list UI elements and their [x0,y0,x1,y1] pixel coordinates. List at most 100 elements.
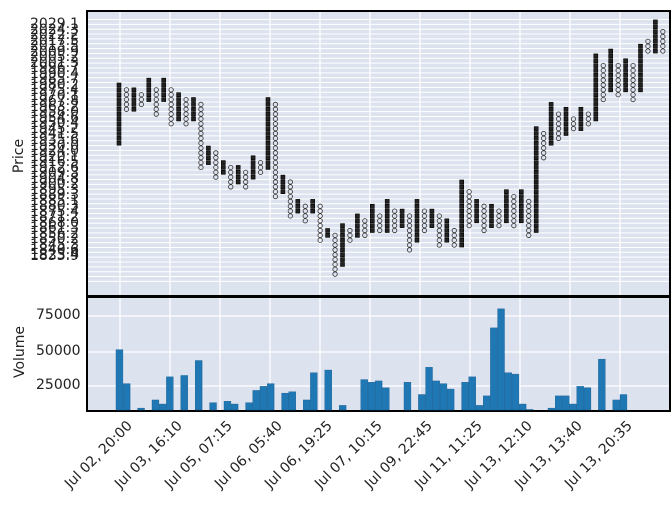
volume-bar [519,403,527,411]
volume-bar [310,372,318,411]
o-column [541,130,547,161]
price-tick-label: 1840.6 [30,242,79,259]
volume-bar [375,380,383,411]
x-column [504,189,509,224]
price-tick-label: 2009.9 [30,43,79,60]
o-column [153,87,159,117]
x-column [518,189,524,224]
o-column [362,218,368,238]
x-column [623,58,628,93]
o-column [317,203,323,243]
volume-bar [504,372,512,411]
o-column [213,150,219,180]
price-tick-label: 1941.5 [30,126,79,143]
volume-bar [461,382,469,411]
o-column [243,169,249,190]
o-column [555,111,562,141]
x-column [548,102,554,146]
volume-bar [425,367,433,411]
o-column [421,208,428,234]
o-column [377,213,383,234]
volume-bar [497,308,505,411]
o-column [392,208,398,234]
o-column [228,164,234,190]
price-tick-label: 2029.1 [30,16,79,32]
volume-bar [209,402,217,411]
x-column [563,106,569,136]
x-column [638,43,643,93]
o-column [451,227,457,248]
x-column [340,223,345,267]
x-column [444,218,450,243]
volume-bar [267,383,275,411]
volume-bar [490,327,498,411]
x-column [608,48,614,93]
x-column [325,228,330,238]
price-tick-label: 1963.2 [30,98,79,115]
x-column [131,87,137,112]
volume-bar [418,394,426,411]
o-column [272,101,279,200]
price-tick-label: 2001.3 [30,54,79,71]
volume-bar [598,358,606,411]
o-column [615,62,621,98]
o-column [660,29,666,54]
price-tick-label: 1868.0 [30,214,79,231]
price-tick-label: 1850.2 [30,231,79,248]
price-tick-label: 1875.4 [30,203,79,220]
volume-bar [612,399,620,411]
x-column [414,199,420,243]
price-tick-label: 1880.3 [30,198,79,215]
price-tick-label: 1924.0 [30,143,79,160]
volume-bar [439,383,448,411]
o-column [138,92,144,108]
volume-tick-label: 25000 [36,377,81,393]
o-column [332,232,338,277]
x-column [116,82,122,146]
volume-bar [223,401,232,411]
volume-bar [245,402,253,411]
price-tick-label: 1900.2 [30,176,79,193]
price-tick-label: 1885.1 [30,192,79,209]
volume-bar [547,407,556,411]
volume-bar [303,399,311,411]
price-tick-label: 1985.7 [30,71,79,88]
o-column [287,179,293,219]
price-tick-label: 1861.3 [30,220,79,237]
x-column [206,145,211,165]
o-column [466,189,472,229]
x-column [235,165,241,185]
price-tick-label: 1958.0 [30,104,79,121]
price-tick-label: 1996.7 [30,60,79,77]
o-column [436,213,442,248]
volume-bar [562,395,570,411]
o-column [198,101,204,171]
price-tick-label: 1895.3 [30,181,79,198]
x-column [280,174,286,194]
volume-axis-label: Volume [12,325,29,379]
x-column [489,203,494,228]
price-tick-label: 1845.3 [30,236,79,253]
o-column [645,38,651,54]
x-column [310,199,316,214]
price-tick-label: 1954.6 [30,109,79,126]
volume-bar [252,390,260,411]
o-column [585,111,591,127]
price-tick-label: 1833.9 [30,248,79,264]
o-column [600,62,606,103]
price-tick-label: 1909.3 [30,165,79,182]
volume-bar [230,403,239,411]
volume-bar [447,388,455,411]
volume-bar [367,382,376,411]
volume-bar [122,383,131,411]
o-column [496,208,502,229]
x-column [161,77,166,102]
o-column [347,227,353,243]
price-tick-label: 2013.5 [30,38,79,55]
price-tick-label: 1920.1 [30,148,79,165]
volume-bar [281,392,289,411]
volume-bar [382,387,390,411]
x-column [459,179,465,248]
x-column [533,126,539,233]
